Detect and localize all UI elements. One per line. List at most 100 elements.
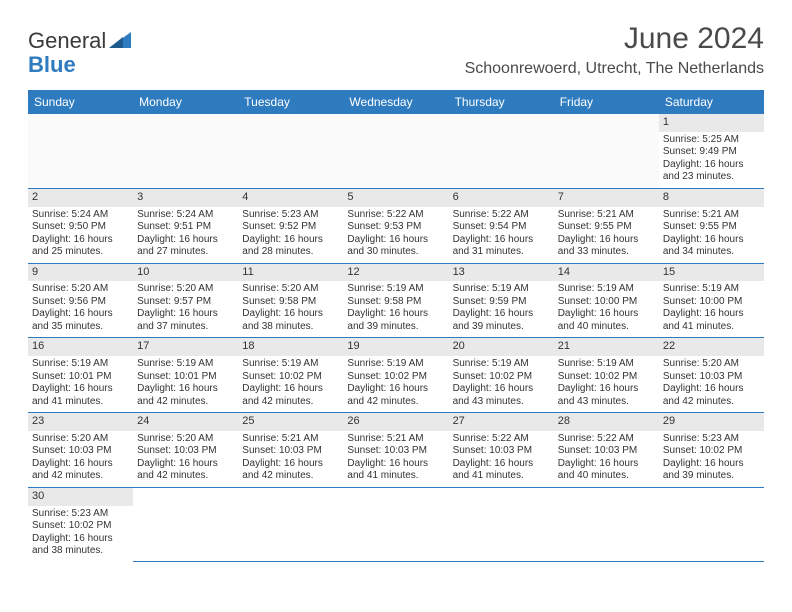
calendar-row: 9Sunrise: 5:20 AMSunset: 9:56 PMDaylight… [28, 263, 764, 338]
brand-part1: General [28, 28, 106, 54]
cell-text-d1: Daylight: 16 hours [663, 234, 760, 247]
calendar-cell: 24 Sunrise: 5:20 AMSunset: 10:03 PMDaylig… [133, 413, 238, 488]
calendar-cell: 26Sunrise: 5:21 AMSunset: 10:03 PMDaylig… [343, 413, 448, 488]
cell-text-ss: Sunset: 10:00 PM [663, 296, 760, 309]
calendar-cell: 23Sunrise: 5:20 AMSunset: 10:03 PMDaylig… [28, 413, 133, 488]
calendar-cell: 16Sunrise: 5:19 AMSunset: 10:01 PMDaylig… [28, 338, 133, 413]
day-number: 30 [28, 488, 133, 506]
cell-text-sr: Sunrise: 5:19 AM [453, 283, 550, 296]
day-number: 20 [449, 338, 554, 356]
cell-text-d1: Daylight: 16 hours [347, 458, 444, 471]
cell-text-d1: Daylight: 16 hours [558, 383, 655, 396]
calendar-cell: 1Sunrise: 5:25 AMSunset: 9:49 PMDaylight… [659, 114, 764, 188]
day-number: 5 [343, 189, 448, 207]
cell-text-d2: and 41 minutes. [347, 470, 444, 483]
calendar-cell: 27Sunrise: 5:22 AMSunset: 10:03 PMDaylig… [449, 413, 554, 488]
cell-text-sr: Sunrise: 5:24 AM [137, 209, 234, 222]
cell-text-ss: Sunset: 9:53 PM [347, 221, 444, 234]
cell-text-d1: Daylight: 16 hours [663, 308, 760, 321]
cell-text-ss: Sunset: 10:03 PM [242, 445, 339, 458]
cell-text-ss: Sunset: 10:03 PM [558, 445, 655, 458]
calendar-row: 16Sunrise: 5:19 AMSunset: 10:01 PMDaylig… [28, 338, 764, 413]
calendar-body: 1Sunrise: 5:25 AMSunset: 9:49 PMDaylight… [28, 114, 764, 562]
cell-text-sr: Sunrise: 5:19 AM [663, 283, 760, 296]
day-number: 24 [133, 413, 238, 431]
cell-text-sr: Sunrise: 5:24 AM [32, 209, 129, 222]
calendar-cell [343, 114, 448, 188]
calendar-row: 2Sunrise: 5:24 AMSunset: 9:50 PMDaylight… [28, 188, 764, 263]
calendar-cell: 20Sunrise: 5:19 AMSunset: 10:02 PMDaylig… [449, 338, 554, 413]
cell-text-d2: and 31 minutes. [453, 246, 550, 259]
cell-text-d2: and 42 minutes. [242, 470, 339, 483]
cell-text-d1: Daylight: 16 hours [663, 383, 760, 396]
cell-text-d1: Daylight: 16 hours [347, 383, 444, 396]
cell-text-ss: Sunset: 10:01 PM [32, 371, 129, 384]
calendar-cell: 7Sunrise: 5:21 AMSunset: 9:55 PMDaylight… [554, 188, 659, 263]
cell-text-d2: and 43 minutes. [558, 396, 655, 409]
calendar-cell: 4Sunrise: 5:23 AMSunset: 9:52 PMDaylight… [238, 188, 343, 263]
calendar-cell: 8Sunrise: 5:21 AMSunset: 9:55 PMDaylight… [659, 188, 764, 263]
cell-text-sr: Sunrise: 5:21 AM [242, 433, 339, 446]
calendar-row: 30Sunrise: 5:23 AMSunset: 10:02 PMDaylig… [28, 487, 764, 561]
cell-text-ss: Sunset: 9:50 PM [32, 221, 129, 234]
cell-text-d1: Daylight: 16 hours [32, 308, 129, 321]
day-number: 19 [343, 338, 448, 356]
cell-text-d1: Daylight: 16 hours [347, 308, 444, 321]
cell-text-d2: and 43 minutes. [453, 396, 550, 409]
cell-text-d2: and 42 minutes. [137, 396, 234, 409]
calendar-cell: 13Sunrise: 5:19 AMSunset: 9:59 PMDayligh… [449, 263, 554, 338]
calendar-cell: 15Sunrise: 5:19 AMSunset: 10:00 PMDaylig… [659, 263, 764, 338]
cell-text-d2: and 23 minutes. [663, 171, 760, 184]
calendar-cell: 21Sunrise: 5:19 AMSunset: 10:02 PMDaylig… [554, 338, 659, 413]
cell-text-d2: and 42 minutes. [347, 396, 444, 409]
calendar-cell [554, 114, 659, 188]
day-number: 15 [659, 264, 764, 282]
calendar-cell: 28Sunrise: 5:22 AMSunset: 10:03 PMDaylig… [554, 413, 659, 488]
cell-text-d2: and 27 minutes. [137, 246, 234, 259]
cell-text-d2: and 35 minutes. [32, 321, 129, 334]
cell-text-sr: Sunrise: 5:19 AM [32, 358, 129, 371]
cell-text-ss: Sunset: 10:03 PM [137, 445, 234, 458]
calendar-cell: 6Sunrise: 5:22 AMSunset: 9:54 PMDaylight… [449, 188, 554, 263]
calendar-cell: 29Sunrise: 5:23 AMSunset: 10:02 PMDaylig… [659, 413, 764, 488]
cell-text-sr: Sunrise: 5:19 AM [347, 283, 444, 296]
cell-text-sr: Sunrise: 5:21 AM [663, 209, 760, 222]
cell-text-sr: Sunrise: 5:19 AM [453, 358, 550, 371]
cell-text-ss: Sunset: 10:02 PM [453, 371, 550, 384]
cell-text-sr: Sunrise: 5:20 AM [32, 283, 129, 296]
day-number: 26 [343, 413, 448, 431]
calendar-cell [133, 487, 238, 561]
dayhead-tue: Tuesday [238, 90, 343, 114]
calendar-cell: 2Sunrise: 5:24 AMSunset: 9:50 PMDaylight… [28, 188, 133, 263]
calendar-cell: 3Sunrise: 5:24 AMSunset: 9:51 PMDaylight… [133, 188, 238, 263]
cell-text-sr: Sunrise: 5:19 AM [137, 358, 234, 371]
calendar-cell: 19Sunrise: 5:19 AMSunset: 10:02 PMDaylig… [343, 338, 448, 413]
cell-text-d2: and 25 minutes. [32, 246, 129, 259]
month-title: June 2024 [465, 22, 764, 56]
calendar-cell: 14Sunrise: 5:19 AMSunset: 10:00 PMDaylig… [554, 263, 659, 338]
day-number: 14 [554, 264, 659, 282]
cell-text-ss: Sunset: 9:59 PM [453, 296, 550, 309]
cell-text-d1: Daylight: 16 hours [137, 458, 234, 471]
cell-text-d1: Daylight: 16 hours [242, 308, 339, 321]
cell-text-d2: and 34 minutes. [663, 246, 760, 259]
calendar-table: Sunday Monday Tuesday Wednesday Thursday… [28, 90, 764, 562]
calendar-cell: 30Sunrise: 5:23 AMSunset: 10:02 PMDaylig… [28, 487, 133, 561]
cell-text-sr: Sunrise: 5:21 AM [347, 433, 444, 446]
brand-part2: Blue [28, 52, 76, 78]
cell-text-sr: Sunrise: 5:20 AM [137, 433, 234, 446]
dayhead-wed: Wednesday [343, 90, 448, 114]
day-header-row: Sunday Monday Tuesday Wednesday Thursday… [28, 90, 764, 114]
cell-text-ss: Sunset: 10:02 PM [242, 371, 339, 384]
cell-text-ss: Sunset: 10:03 PM [663, 371, 760, 384]
cell-text-sr: Sunrise: 5:20 AM [32, 433, 129, 446]
cell-text-ss: Sunset: 9:56 PM [32, 296, 129, 309]
cell-text-d1: Daylight: 16 hours [242, 383, 339, 396]
cell-text-d2: and 42 minutes. [32, 470, 129, 483]
cell-text-sr: Sunrise: 5:22 AM [558, 433, 655, 446]
day-number: 11 [238, 264, 343, 282]
day-number: 23 [28, 413, 133, 431]
dayhead-mon: Monday [133, 90, 238, 114]
cell-text-d2: and 39 minutes. [453, 321, 550, 334]
day-number: 22 [659, 338, 764, 356]
